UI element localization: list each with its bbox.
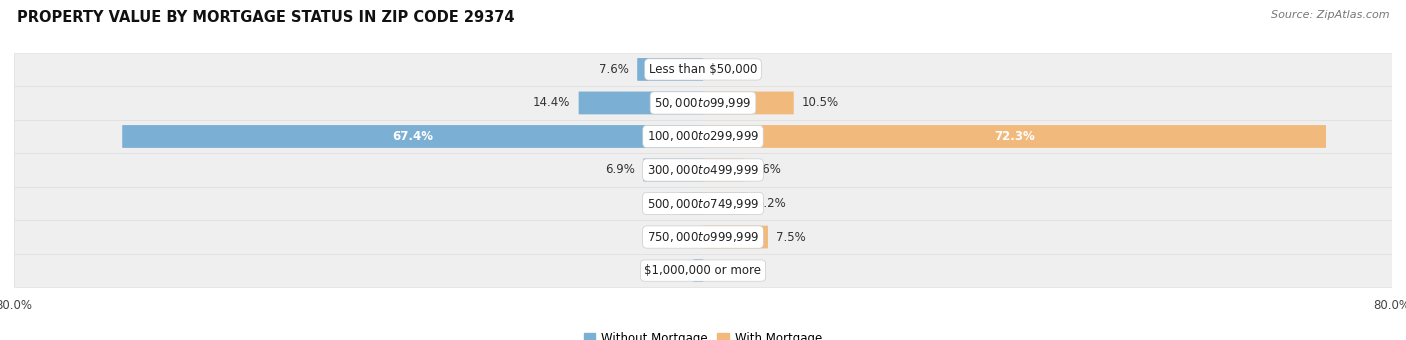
Text: $500,000 to $749,999: $500,000 to $749,999 xyxy=(647,197,759,210)
Text: 0.0%: 0.0% xyxy=(665,231,695,243)
Text: 7.5%: 7.5% xyxy=(776,231,806,243)
FancyBboxPatch shape xyxy=(681,192,703,215)
Text: 2.6%: 2.6% xyxy=(643,197,672,210)
FancyBboxPatch shape xyxy=(703,226,768,249)
Text: $750,000 to $999,999: $750,000 to $999,999 xyxy=(647,230,759,244)
FancyBboxPatch shape xyxy=(637,58,703,81)
Text: 1.1%: 1.1% xyxy=(655,264,685,277)
Text: 0.0%: 0.0% xyxy=(711,264,741,277)
Text: $1,000,000 or more: $1,000,000 or more xyxy=(644,264,762,277)
Text: 6.9%: 6.9% xyxy=(605,164,636,176)
FancyBboxPatch shape xyxy=(643,158,703,182)
Text: 7.6%: 7.6% xyxy=(599,63,628,76)
Text: $300,000 to $499,999: $300,000 to $499,999 xyxy=(647,163,759,177)
Text: Source: ZipAtlas.com: Source: ZipAtlas.com xyxy=(1271,10,1389,20)
Text: $100,000 to $299,999: $100,000 to $299,999 xyxy=(647,130,759,143)
FancyBboxPatch shape xyxy=(703,91,794,114)
Text: 67.4%: 67.4% xyxy=(392,130,433,143)
FancyBboxPatch shape xyxy=(14,187,1392,220)
FancyBboxPatch shape xyxy=(693,259,703,282)
FancyBboxPatch shape xyxy=(122,125,703,148)
Legend: Without Mortgage, With Mortgage: Without Mortgage, With Mortgage xyxy=(579,327,827,340)
FancyBboxPatch shape xyxy=(579,91,703,114)
FancyBboxPatch shape xyxy=(14,53,1392,86)
Text: Less than $50,000: Less than $50,000 xyxy=(648,63,758,76)
FancyBboxPatch shape xyxy=(703,125,1326,148)
Text: $50,000 to $99,999: $50,000 to $99,999 xyxy=(654,96,752,110)
Text: PROPERTY VALUE BY MORTGAGE STATUS IN ZIP CODE 29374: PROPERTY VALUE BY MORTGAGE STATUS IN ZIP… xyxy=(17,10,515,25)
FancyBboxPatch shape xyxy=(703,192,748,215)
FancyBboxPatch shape xyxy=(703,158,742,182)
FancyBboxPatch shape xyxy=(14,220,1392,254)
Text: 5.2%: 5.2% xyxy=(756,197,786,210)
Text: 0.0%: 0.0% xyxy=(711,63,741,76)
Text: 14.4%: 14.4% xyxy=(533,97,571,109)
FancyBboxPatch shape xyxy=(14,86,1392,120)
Text: 4.6%: 4.6% xyxy=(751,164,782,176)
FancyBboxPatch shape xyxy=(14,254,1392,287)
Text: 10.5%: 10.5% xyxy=(801,97,839,109)
FancyBboxPatch shape xyxy=(14,153,1392,187)
Text: 72.3%: 72.3% xyxy=(994,130,1035,143)
FancyBboxPatch shape xyxy=(14,120,1392,153)
